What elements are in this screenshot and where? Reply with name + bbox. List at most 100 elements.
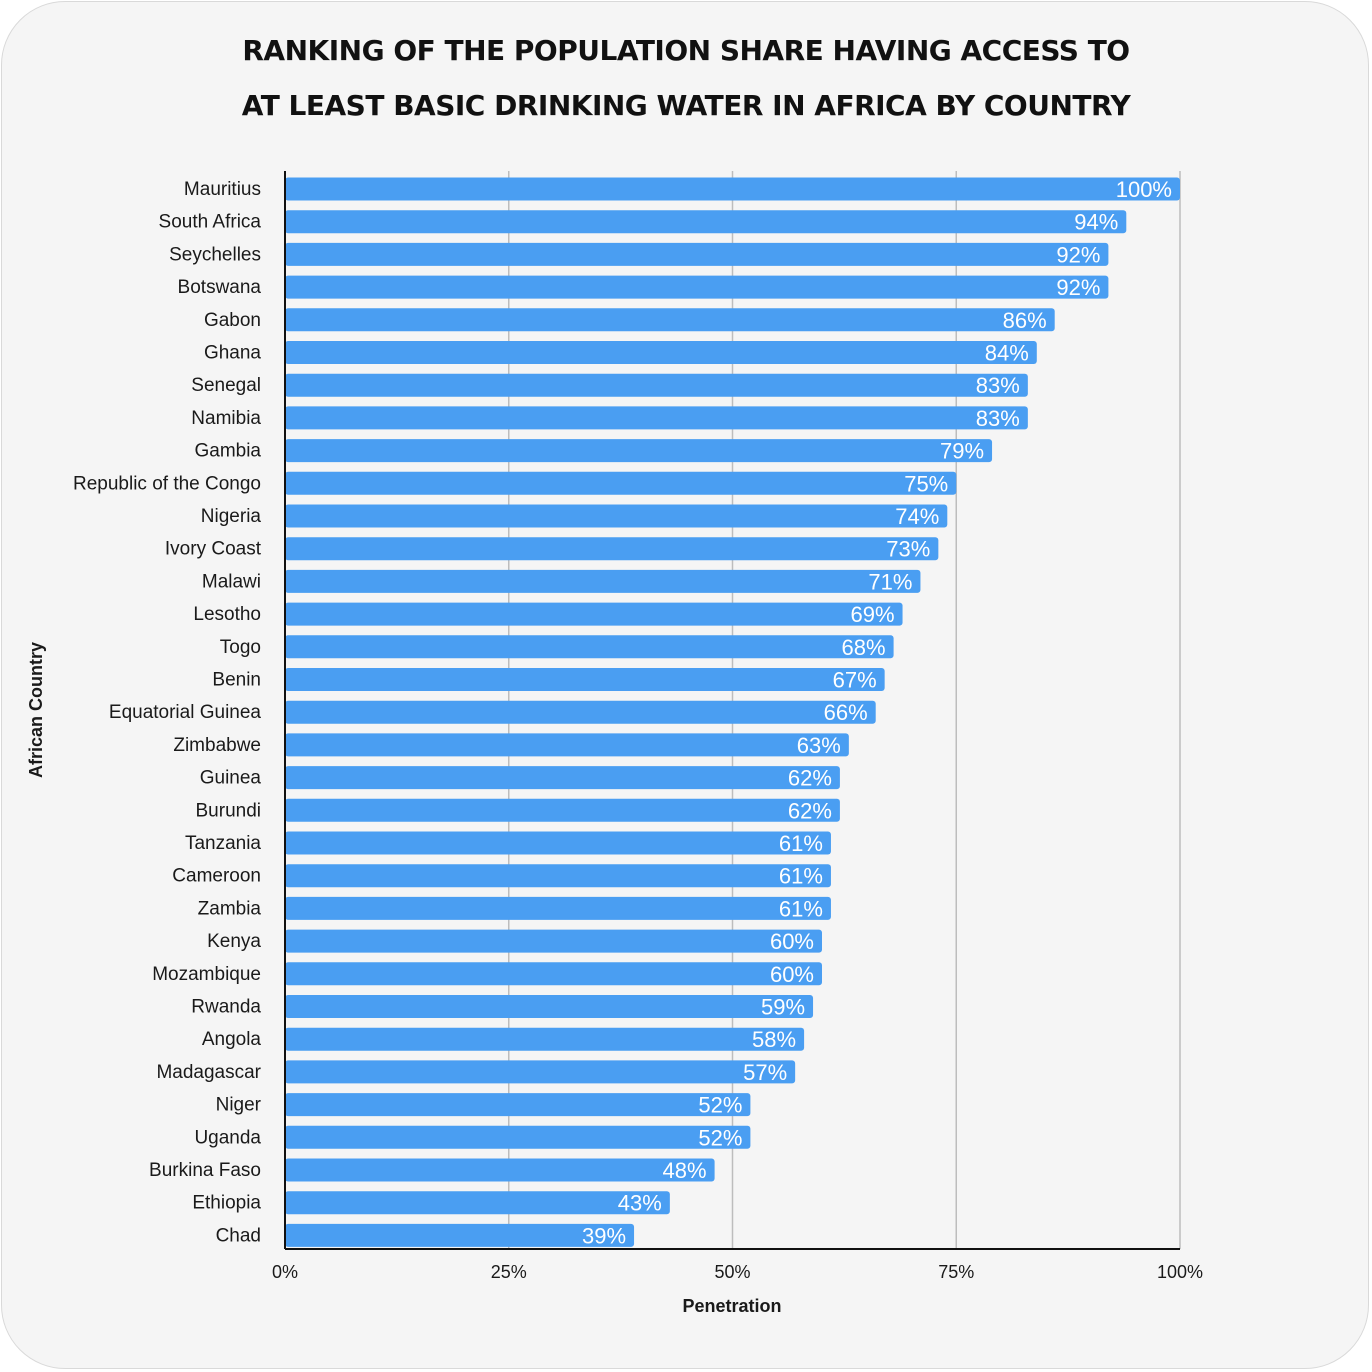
category-label: Mauritius	[184, 179, 261, 200]
data-label: 75%	[904, 471, 948, 496]
category-label: Cameroon	[172, 866, 261, 887]
data-label: 52%	[698, 1093, 742, 1118]
data-label: 39%	[582, 1223, 626, 1248]
bar	[285, 471, 957, 495]
data-label: 58%	[752, 1027, 796, 1052]
data-label: 86%	[1003, 308, 1047, 333]
data-label: 83%	[976, 406, 1020, 431]
bar	[285, 1027, 805, 1051]
category-label: Botswana	[178, 277, 262, 298]
bar	[285, 798, 840, 822]
category-label: Benin	[212, 670, 261, 691]
category-label: Burundi	[196, 800, 262, 821]
bar	[285, 668, 885, 691]
category-label: Burkina Faso	[149, 1160, 261, 1181]
data-label: 92%	[1056, 275, 1100, 300]
bar	[285, 308, 1055, 332]
bar	[285, 896, 831, 920]
category-label: Zimbabwe	[173, 735, 261, 756]
x-axis-label: Penetration	[682, 1296, 781, 1316]
data-label: 61%	[779, 896, 823, 921]
bar	[285, 1158, 715, 1182]
category-label: Kenya	[207, 931, 261, 952]
bar	[285, 569, 921, 593]
category-label: Tanzania	[185, 833, 261, 854]
bar	[285, 242, 1109, 266]
data-label: 63%	[797, 733, 841, 758]
chart-title-line-1: RANKING OF THE POPULATION SHARE HAVING A…	[242, 34, 1130, 67]
bar	[285, 1093, 751, 1117]
data-label: 67%	[833, 668, 877, 693]
bar	[285, 275, 1109, 299]
data-label: 61%	[779, 864, 823, 889]
category-label: Ivory Coast	[165, 539, 262, 560]
data-label: 84%	[985, 341, 1029, 366]
data-label: 74%	[895, 504, 939, 529]
x-tick-label: 50%	[714, 1262, 750, 1282]
bar	[285, 700, 876, 724]
bar	[285, 635, 894, 659]
category-label: Namibia	[191, 408, 261, 429]
data-label: 60%	[770, 929, 814, 954]
category-label: Gambia	[194, 441, 261, 462]
data-label: 92%	[1056, 242, 1100, 267]
bar	[285, 1060, 796, 1084]
category-label: South Africa	[159, 212, 262, 233]
bar	[285, 929, 822, 953]
category-label: Gabon	[204, 310, 261, 331]
bar	[285, 1125, 751, 1149]
category-label: Rwanda	[191, 997, 261, 1018]
category-label: Nigeria	[201, 506, 262, 527]
data-label: 52%	[698, 1125, 742, 1150]
bar	[285, 439, 993, 463]
category-label: Niger	[216, 1095, 262, 1116]
y-axis-label: African Country	[26, 642, 46, 778]
category-label: Angola	[202, 1029, 262, 1050]
data-label: 48%	[663, 1158, 707, 1183]
category-label: Republic of the Congo	[73, 473, 261, 494]
bar	[285, 1223, 635, 1247]
category-label: Malawi	[202, 571, 261, 592]
category-label: Ethiopia	[192, 1193, 261, 1214]
category-label: Mozambique	[152, 964, 261, 985]
data-label: 73%	[886, 537, 930, 562]
category-label: Guinea	[200, 768, 262, 789]
data-label: 100%	[1116, 177, 1172, 202]
bar	[285, 962, 822, 986]
category-labels: Mauritius South Africa Seychelles Botswana G…	[73, 179, 262, 1246]
bar	[285, 766, 840, 790]
bar	[285, 406, 1028, 430]
bar	[285, 995, 814, 1018]
data-label: 69%	[851, 602, 895, 627]
x-tick-label: 75%	[938, 1262, 974, 1282]
category-label: Zambia	[198, 898, 262, 919]
data-label: 94%	[1074, 210, 1118, 235]
x-tick-label: 25%	[491, 1262, 527, 1282]
data-label: 62%	[788, 798, 832, 823]
x-tick-label: 0%	[272, 1262, 298, 1282]
bars: 100% 94% 92% 92% 86% 84% 83% 83% 79% 75% 74% 73% 71%…	[285, 177, 1180, 1248]
data-label: 61%	[779, 831, 823, 856]
category-label: Togo	[220, 637, 261, 658]
category-label: Senegal	[191, 375, 261, 396]
bar	[285, 177, 1180, 201]
chart-title-line-2: AT LEAST BASIC DRINKING WATER IN AFRICA …	[241, 89, 1131, 122]
category-label: Seychelles	[169, 244, 261, 265]
bar	[285, 864, 831, 888]
data-label: 68%	[842, 635, 886, 660]
category-label: Equatorial Guinea	[109, 702, 262, 723]
bar	[285, 504, 948, 528]
x-tick-label: 100%	[1157, 1262, 1203, 1282]
data-label: 43%	[618, 1191, 662, 1216]
bar	[285, 1191, 670, 1215]
data-label: 60%	[770, 962, 814, 987]
category-label: Uganda	[194, 1127, 261, 1148]
data-label: 71%	[868, 569, 912, 594]
bar	[285, 373, 1028, 397]
bar	[285, 341, 1037, 364]
x-tick-labels: 0% 25% 50% 75% 100%	[272, 1262, 1203, 1282]
data-label: 79%	[940, 439, 984, 464]
category-label: Ghana	[204, 343, 261, 364]
bar	[285, 210, 1127, 234]
